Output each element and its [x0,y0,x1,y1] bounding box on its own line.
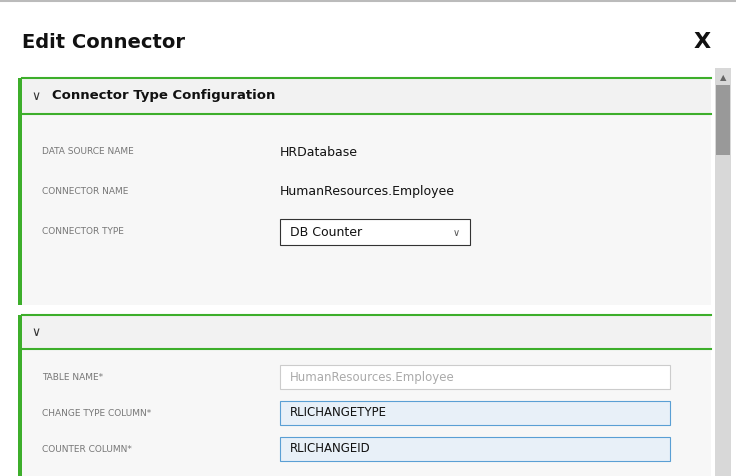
Text: X: X [693,32,710,52]
Text: DB Counter: DB Counter [290,226,362,238]
Text: CHANGE TYPE COLUMN*: CHANGE TYPE COLUMN* [42,408,152,417]
Text: TABLE NAME*: TABLE NAME* [42,373,103,381]
FancyBboxPatch shape [22,78,711,114]
Text: HumanResources.Employee: HumanResources.Employee [280,186,455,198]
FancyBboxPatch shape [18,78,22,305]
FancyBboxPatch shape [18,315,711,349]
Text: Edit Connector: Edit Connector [22,32,185,51]
Text: Connector Type Configuration: Connector Type Configuration [52,89,275,102]
Text: COUNTER COLUMN*: COUNTER COLUMN* [42,445,132,454]
FancyBboxPatch shape [18,78,711,305]
FancyBboxPatch shape [280,437,670,461]
Text: ∨: ∨ [32,89,40,102]
Text: DATA SOURCE NAME: DATA SOURCE NAME [42,148,134,157]
Text: HumanResources.Employee: HumanResources.Employee [290,370,455,384]
Text: CONNECTOR TYPE: CONNECTOR TYPE [42,228,124,237]
FancyBboxPatch shape [280,365,670,389]
FancyBboxPatch shape [22,114,711,305]
Text: CONNECTOR NAME: CONNECTOR NAME [42,188,128,197]
Text: ∨: ∨ [32,326,40,338]
FancyBboxPatch shape [22,349,711,476]
Text: RLICHANGETYPE: RLICHANGETYPE [290,407,387,419]
Text: RLICHANGEID: RLICHANGEID [290,443,371,456]
FancyBboxPatch shape [716,85,730,155]
Text: ▲: ▲ [720,73,726,82]
Text: HRDatabase: HRDatabase [280,146,358,159]
FancyBboxPatch shape [280,401,670,425]
FancyBboxPatch shape [280,219,470,245]
FancyBboxPatch shape [715,68,731,476]
FancyBboxPatch shape [18,315,22,476]
Text: ∨: ∨ [453,228,459,238]
